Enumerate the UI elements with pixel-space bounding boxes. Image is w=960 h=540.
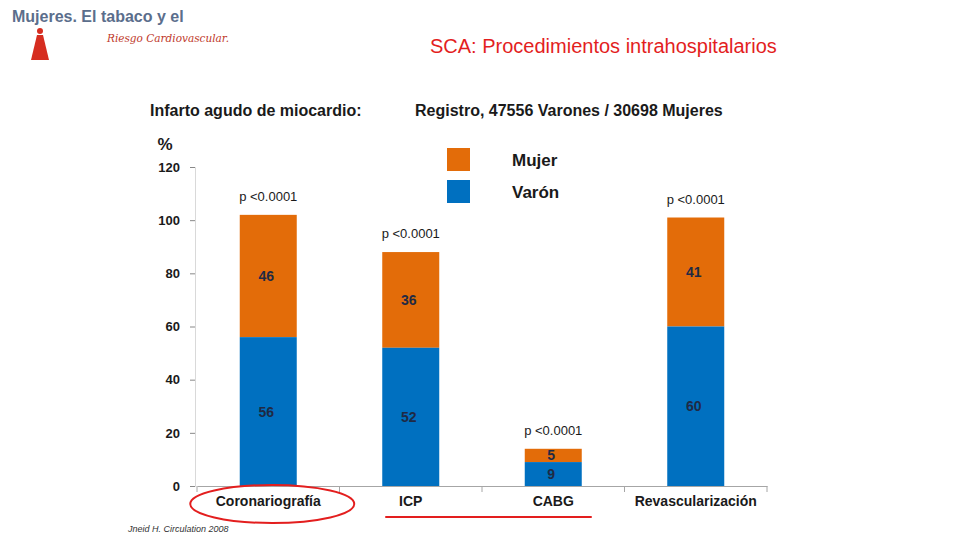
y-tick: 80: [166, 266, 195, 281]
p-value: p <0.0001: [667, 192, 725, 207]
p-value: p <0.0001: [524, 423, 582, 438]
y-tick-mark: [190, 167, 195, 168]
legend-swatch: [447, 148, 470, 171]
data-label: 56: [258, 404, 274, 420]
y-tick-label: 40: [166, 372, 180, 387]
x-tick-label: Revascularización: [635, 493, 757, 509]
data-label: 5: [547, 447, 555, 463]
legend: Mujer Varón: [447, 148, 559, 203]
bar-segment: [240, 337, 297, 486]
bar-segment: [667, 218, 724, 327]
y-tick-mark: [190, 327, 195, 328]
icon-dress: [31, 35, 49, 60]
y-axis: 0 20 40 60 80 100 120: [158, 160, 195, 494]
slide: Mujeres. El tabaco y el Riesgo Cardiovasc…: [0, 0, 960, 540]
y-tick-mark: [190, 486, 195, 487]
bar-segment: [525, 462, 582, 486]
bar-segment: [382, 348, 439, 486]
highlight-ellipse: [190, 485, 354, 523]
bar-segment: [240, 215, 297, 337]
data-label: 9: [547, 466, 555, 482]
y-tick-label: 100: [158, 213, 180, 228]
y-tick-label: 20: [166, 425, 180, 440]
x-tick: ICP: [399, 493, 422, 509]
data-label: 60: [686, 398, 702, 414]
y-tick-mark: [190, 433, 195, 434]
data-label: 41: [686, 264, 702, 280]
x-tick: Revascularización: [635, 493, 757, 509]
brand-icon: [31, 28, 49, 60]
legend-label: Varón: [512, 183, 559, 202]
y-tick-label: 120: [158, 160, 180, 175]
x-separator: [482, 486, 483, 492]
y-axis-title: %: [157, 135, 172, 154]
data-labels: 46 36 5 41 56 52 9 60: [258, 264, 701, 482]
bars: [240, 215, 725, 486]
y-tick: 120: [158, 160, 195, 175]
x-separator: [767, 486, 768, 492]
bar-segment: [667, 327, 724, 487]
bar-series: [240, 327, 725, 487]
legend-item: Mujer: [447, 148, 558, 171]
x-tick-label: CABG: [533, 493, 574, 509]
x-tick-label: Coronariografía: [216, 493, 321, 509]
x-axis: Coronariografía ICP CABG Revascularización: [198, 487, 768, 509]
legend-swatch: [447, 180, 470, 203]
x-separator: [624, 486, 625, 492]
brand-title: Mujeres. El tabaco y el: [12, 8, 184, 25]
y-tick-mark: [190, 380, 195, 381]
y-tick: 0: [173, 479, 195, 494]
y-tick: 100: [158, 213, 195, 228]
y-tick-label: 60: [166, 319, 180, 334]
annotations: p <0.0001 p <0.0001 p <0.0001 p <0.0001: [239, 189, 725, 438]
x-tick-label: ICP: [399, 493, 422, 509]
p-value: p <0.0001: [382, 226, 440, 241]
y-tick-label: 80: [166, 266, 180, 281]
y-tick: 40: [166, 372, 195, 387]
x-separator: [197, 486, 198, 492]
data-label: 46: [258, 268, 274, 284]
x-tick: Coronariografía: [216, 493, 321, 509]
x-separator: [339, 486, 340, 492]
chart-title: Infarto agudo de miocardio:: [150, 102, 362, 119]
y-tick: 20: [166, 425, 195, 440]
brand-subtitle: Riesgo Cardiovascular.: [106, 32, 229, 44]
legend-label: Mujer: [512, 151, 558, 170]
highlight-underline: [385, 516, 592, 518]
data-label: 36: [401, 292, 417, 308]
y-tick: 60: [166, 319, 195, 334]
bar-series: [240, 215, 725, 462]
y-tick-label: 0: [173, 479, 180, 494]
slide-title: SCA: Procedimientos intrahospitalarios: [430, 35, 777, 57]
legend-item: Varón: [447, 180, 559, 203]
x-tick: CABG: [533, 493, 574, 509]
bar-segment: [382, 252, 439, 348]
p-value: p <0.0001: [239, 189, 297, 204]
source: Jneid H. Circulation 2008: [127, 524, 229, 534]
data-label: 52: [401, 409, 417, 425]
y-axis-line: [190, 168, 196, 487]
y-tick-mark: [190, 273, 195, 274]
y-tick-mark: [190, 220, 195, 221]
chart-subtitle: Registro, 47556 Varones / 30698 Mujeres: [415, 102, 723, 119]
icon-head: [37, 28, 43, 34]
